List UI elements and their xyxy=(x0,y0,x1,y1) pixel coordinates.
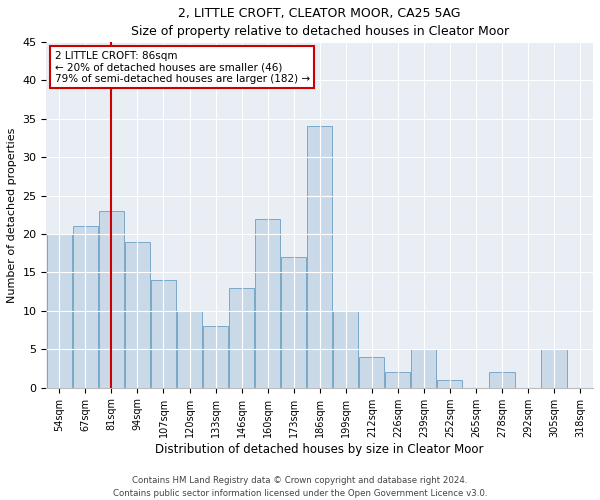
Title: 2, LITTLE CROFT, CLEATOR MOOR, CA25 5AG
Size of property relative to detached ho: 2, LITTLE CROFT, CLEATOR MOOR, CA25 5AG … xyxy=(131,7,509,38)
Bar xyxy=(385,372,410,388)
Bar xyxy=(541,350,566,388)
Bar xyxy=(73,226,98,388)
Text: Contains HM Land Registry data © Crown copyright and database right 2024.
Contai: Contains HM Land Registry data © Crown c… xyxy=(113,476,487,498)
Bar xyxy=(151,280,176,388)
Bar xyxy=(411,350,436,388)
Bar xyxy=(437,380,463,388)
Bar xyxy=(490,372,515,388)
Text: 2 LITTLE CROFT: 86sqm
← 20% of detached houses are smaller (46)
79% of semi-deta: 2 LITTLE CROFT: 86sqm ← 20% of detached … xyxy=(55,50,310,84)
Y-axis label: Number of detached properties: Number of detached properties xyxy=(7,127,17,302)
Bar xyxy=(359,357,385,388)
Bar xyxy=(229,288,254,388)
Bar xyxy=(177,311,202,388)
X-axis label: Distribution of detached houses by size in Cleator Moor: Distribution of detached houses by size … xyxy=(155,442,484,456)
Bar xyxy=(333,311,358,388)
Bar xyxy=(255,218,280,388)
Bar xyxy=(281,257,306,388)
Bar xyxy=(99,211,124,388)
Bar xyxy=(125,242,150,388)
Bar xyxy=(307,126,332,388)
Bar xyxy=(47,234,72,388)
Bar xyxy=(203,326,228,388)
